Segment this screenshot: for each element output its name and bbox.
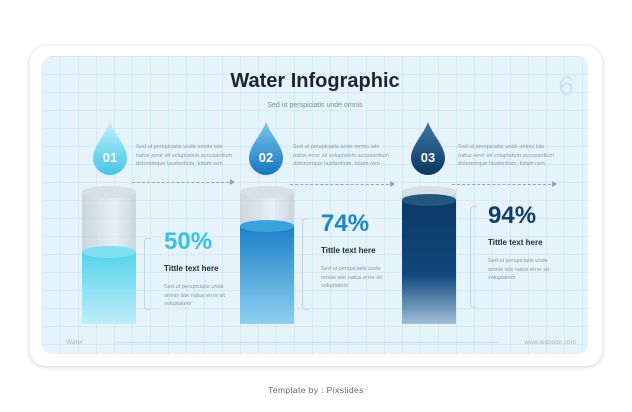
stat-title: Tittle text here xyxy=(488,238,543,247)
stat-bracket xyxy=(302,218,309,310)
slide-subtitle: Sed ut perspiciatis unde omnis xyxy=(267,102,363,109)
step-number: 01 xyxy=(102,150,118,165)
template-credit: Template by : Pixslides xyxy=(268,385,364,395)
step-description: Sed ut perspiciatis unde omnis iste natu… xyxy=(458,144,555,168)
slide-title: Water Infographic xyxy=(230,70,400,92)
tube-fill xyxy=(402,194,456,324)
water-drop-icon: 03 xyxy=(408,120,448,178)
stat-title: Tittle text here xyxy=(321,246,376,255)
slide-canvas: 6 Water Infographic Sed ut perspiciatis … xyxy=(42,56,588,354)
step-arrow xyxy=(290,181,395,187)
water-level-tube xyxy=(82,186,136,324)
tube-fill xyxy=(82,246,136,324)
page-number: 6 xyxy=(558,70,574,101)
water-level-tube xyxy=(402,186,456,324)
tube-fill xyxy=(240,220,294,324)
water-level-tube xyxy=(240,186,294,324)
stat-bracket xyxy=(144,238,151,310)
step-arrow xyxy=(452,181,557,187)
stat-percent: 74% xyxy=(321,210,370,237)
step-number: 02 xyxy=(258,150,274,165)
stat-bracket xyxy=(470,206,477,308)
stat-percent: 94% xyxy=(488,202,537,229)
water-drop-icon: 02 xyxy=(246,120,286,178)
step-arrow xyxy=(132,179,235,185)
stat-description: Sed ut perspiciatis unde omnis iste natu… xyxy=(164,284,225,308)
footer-website: www.website.com xyxy=(524,339,576,346)
stat-description: Sed ut perspiciatis unde omnis iste natu… xyxy=(488,258,549,282)
stat-description: Sed ut perspiciatis unde omnis iste natu… xyxy=(321,266,382,290)
water-drop-icon: 01 xyxy=(90,120,130,178)
stat-percent: 50% xyxy=(164,228,213,255)
step-number: 03 xyxy=(420,150,436,165)
step-description: Sed ut perspiciatis unde omnis iste natu… xyxy=(293,144,390,168)
stat-title: Tittle text here xyxy=(164,264,219,273)
footer-divider xyxy=(116,342,498,343)
step-description: Sed ut perspiciatis unde omnis iste natu… xyxy=(136,144,233,168)
footer-label: Water xyxy=(66,339,84,346)
